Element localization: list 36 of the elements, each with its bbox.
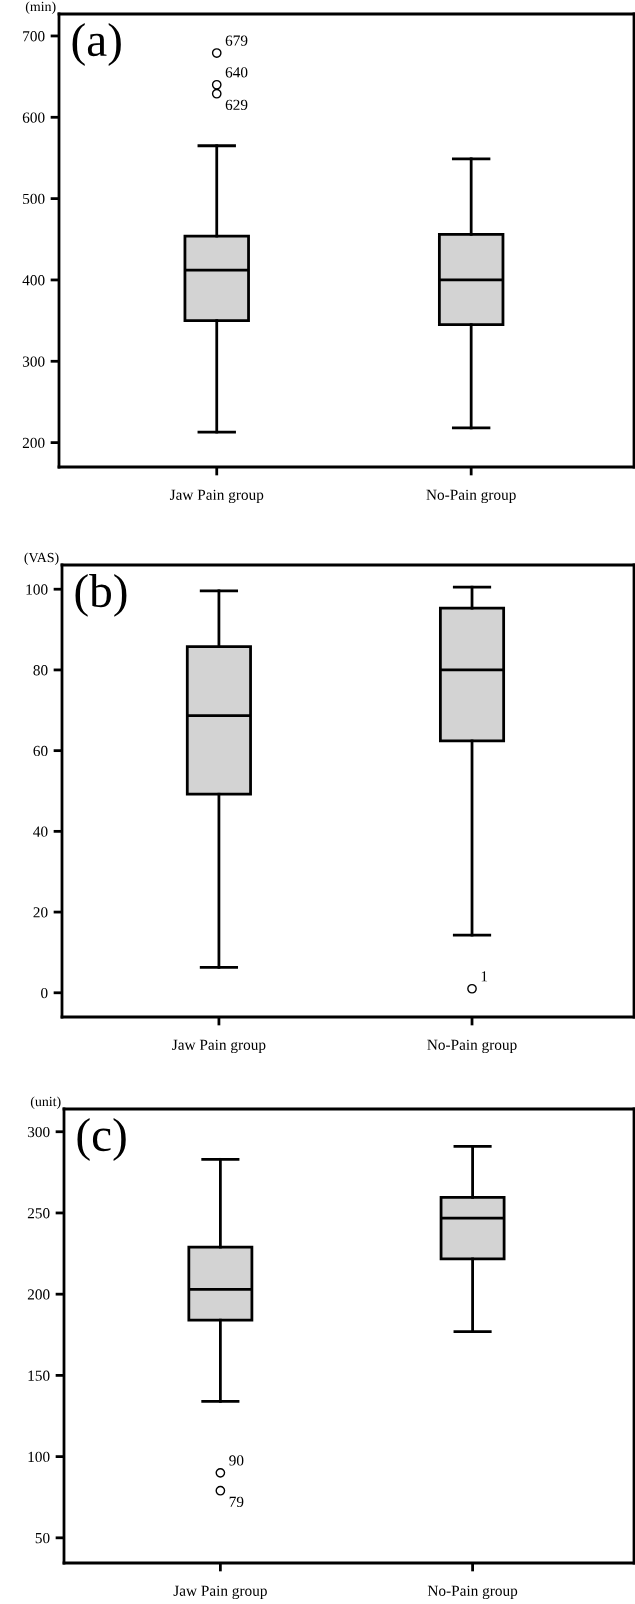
x-tick-label: Jaw Pain group xyxy=(169,489,264,504)
y-tick-label: 150 xyxy=(28,1370,50,1381)
y-tick-label: 60 xyxy=(33,745,48,757)
annotation: 1 xyxy=(481,971,488,982)
x-tick-label: No-Pain group xyxy=(427,1039,517,1054)
annotation: 640 xyxy=(225,67,248,78)
x-tick-label: Jaw Pain group xyxy=(173,1585,267,1600)
y-axis-title: (unit) xyxy=(30,1096,61,1109)
y-tick-label: 200 xyxy=(27,1289,50,1300)
y-tick-label: 100 xyxy=(28,1451,50,1463)
chart-title: (b) xyxy=(75,574,127,617)
chart-title: (a) xyxy=(72,23,121,66)
y-tick-label: 200 xyxy=(22,437,45,449)
y-tick-label: 40 xyxy=(33,826,48,837)
x-tick-label: No-Pain group xyxy=(426,489,516,504)
annotation: 629 xyxy=(225,99,248,111)
x-tick-label: Jaw Pain group xyxy=(172,1039,266,1054)
y-tick-label: 500 xyxy=(23,193,45,205)
y-tick-label: 400 xyxy=(22,275,45,286)
annotation: 79 xyxy=(229,1496,244,1508)
y-tick-label: 20 xyxy=(33,907,48,918)
y-tick-label: 250 xyxy=(27,1208,50,1219)
y-axis-title: (min) xyxy=(25,1,56,14)
x-tick-label: No-Pain group xyxy=(427,1585,518,1600)
y-tick-label: 600 xyxy=(22,112,45,123)
y-tick-label: 100 xyxy=(26,584,48,595)
annotation: 679 xyxy=(225,35,248,46)
y-tick-label: 300 xyxy=(22,356,45,367)
y-tick-label: 0 xyxy=(41,987,48,999)
annotation: 90 xyxy=(229,1455,244,1466)
y-tick-label: 80 xyxy=(33,665,48,676)
y-axis-title: (VAS) xyxy=(24,552,59,565)
chart-title: (c) xyxy=(77,1118,126,1161)
y-tick-label: 700 xyxy=(23,31,45,42)
y-tick-label: 300 xyxy=(27,1126,50,1138)
y-tick-label: 50 xyxy=(35,1532,50,1544)
